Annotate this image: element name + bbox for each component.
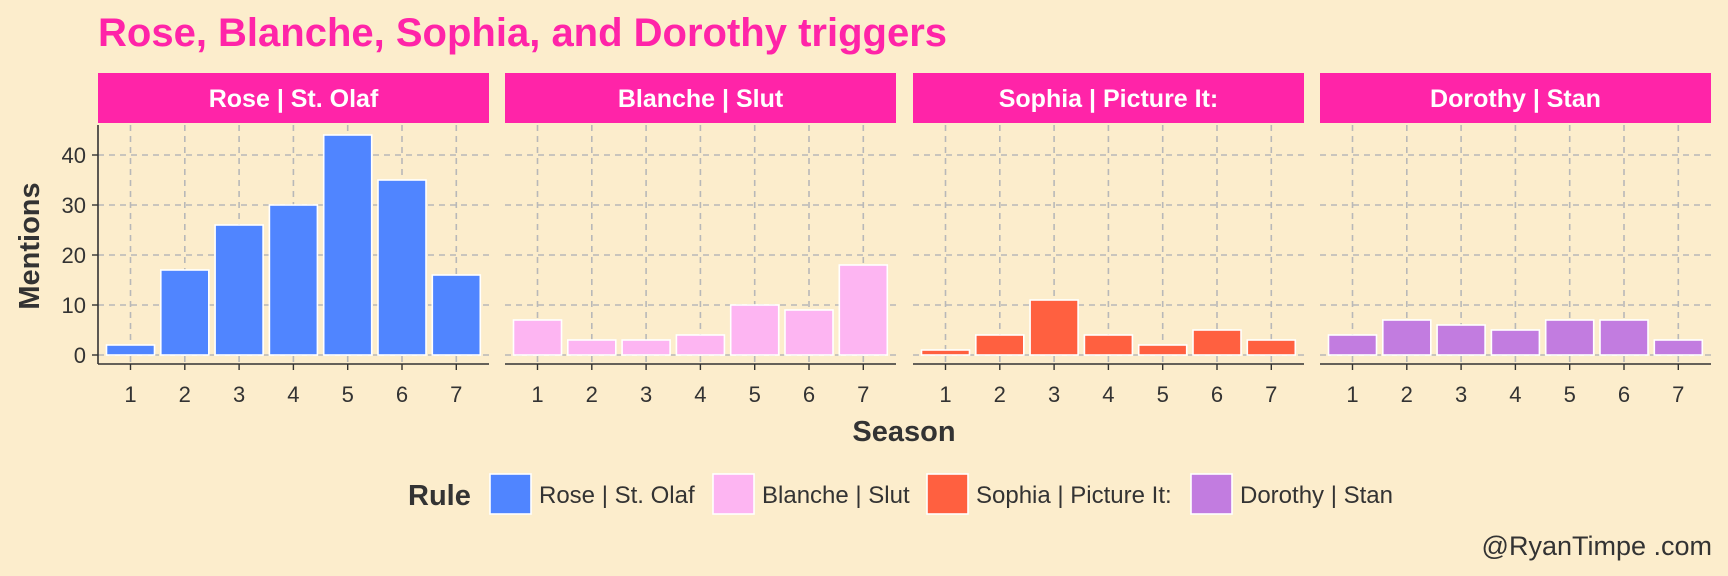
bar: [729, 304, 780, 356]
x-axis-title: Season: [852, 416, 955, 448]
x-tick-label: 5: [342, 382, 354, 407]
facet-panel: Sophia | Picture It: 1 2 3 4 5 6 7: [913, 73, 1304, 407]
bar: [377, 179, 427, 356]
legend-key: [1190, 473, 1233, 515]
x-tick-label: 2: [179, 382, 191, 407]
bar: [105, 344, 156, 356]
legend-key: [712, 473, 755, 515]
x-tick-label: 1: [1346, 382, 1358, 407]
bar: [1436, 324, 1486, 356]
bar: [1653, 339, 1704, 356]
x-tick-label: 7: [1672, 382, 1684, 407]
legend-key: [489, 473, 532, 515]
legend-title: Rule: [408, 480, 471, 512]
x-tick-label: 5: [749, 382, 761, 407]
bar: [1083, 334, 1134, 356]
x-tick-label: 4: [1509, 382, 1521, 407]
legend-item: Blanche | Slut: [712, 473, 910, 515]
bar: [784, 309, 834, 356]
y-axis: 0 10 20 30 40: [62, 125, 99, 368]
x-tick-label: 3: [640, 382, 652, 407]
x-tick-label: 1: [124, 382, 136, 407]
x-tick-label: 6: [396, 382, 408, 407]
x-tick-label: 7: [450, 382, 462, 407]
legend-label: Rose | St. Olaf: [539, 482, 695, 509]
x-tick-label: 2: [1401, 382, 1413, 407]
facet-panel: Dorothy | Stan 1 2 3 4 5 6 7: [1320, 73, 1711, 407]
y-tick-label: 40: [62, 143, 86, 168]
bar: [1382, 319, 1432, 356]
x-tick-label: 4: [287, 382, 299, 407]
bar: [566, 339, 617, 356]
chart-title: Rose, Blanche, Sophia, and Dorothy trigg…: [98, 11, 947, 55]
facet-strip-label: Dorothy | Stan: [1430, 85, 1601, 113]
y-tick-label: 0: [74, 343, 86, 368]
y-axis-title: Mentions: [14, 182, 46, 309]
legend-label: Sophia | Picture It:: [976, 482, 1172, 509]
facet-strip: [913, 73, 1304, 123]
caption: @RyanTimpe .com: [1482, 531, 1712, 561]
legend-item: Rose | St. Olaf: [489, 473, 695, 515]
legend: Rule Rose | St. Olaf Blanche | Slut Sophia …: [408, 473, 1393, 515]
x-tick-label: 4: [1102, 382, 1114, 407]
bar: [621, 339, 671, 356]
x-tick-label: 6: [1618, 382, 1630, 407]
bar: [675, 334, 726, 356]
bar: [838, 264, 889, 356]
bar: [1029, 299, 1079, 356]
x-tick-label: 2: [994, 382, 1006, 407]
bar: [431, 274, 482, 356]
x-tick-label: 6: [1211, 382, 1223, 407]
bar: [1544, 319, 1595, 356]
bar: [1137, 344, 1188, 356]
bar: [160, 269, 210, 356]
bar: [512, 319, 563, 356]
x-tick-label: 1: [939, 382, 951, 407]
facet-strip: [98, 73, 489, 123]
facet-strip-label: Sophia | Picture It:: [999, 85, 1219, 113]
y-tick-label: 20: [62, 243, 86, 268]
facet-strip: [505, 73, 896, 123]
bar: [1490, 329, 1541, 356]
y-tick-label: 30: [62, 193, 86, 218]
bar: [974, 334, 1025, 356]
facet-panel: Rose | St. Olaf 1 2 3 4 5 6 7: [98, 73, 489, 407]
legend-item: Sophia | Picture It:: [926, 473, 1172, 515]
facet-strip-label: Rose | St. Olaf: [209, 85, 379, 113]
x-tick-label: 1: [531, 382, 543, 407]
bar: [214, 224, 264, 356]
legend-key: [926, 473, 969, 515]
x-tick-label: 3: [233, 382, 245, 407]
facet-strip-label: Blanche | Slut: [618, 85, 784, 113]
bar: [920, 349, 971, 356]
bar: [1246, 339, 1297, 356]
bar: [1599, 319, 1649, 356]
bar: [1192, 329, 1242, 356]
y-tick-label: 10: [62, 293, 86, 318]
x-tick-label: 3: [1455, 382, 1467, 407]
legend-item: Dorothy | Stan: [1190, 473, 1393, 515]
facet-strip: [1320, 73, 1711, 123]
bar: [1327, 334, 1378, 356]
x-tick-label: 2: [586, 382, 598, 407]
bar: [322, 134, 373, 356]
x-tick-label: 7: [1265, 382, 1277, 407]
x-tick-label: 5: [1564, 382, 1576, 407]
facet-panels: Rose | St. Olaf 1 2 3 4 5 6 7 Blanche | Slut 1 2 3 4…: [98, 73, 1711, 407]
x-tick-label: 3: [1048, 382, 1060, 407]
x-tick-label: 6: [803, 382, 815, 407]
legend-label: Blanche | Slut: [762, 482, 910, 509]
x-tick-label: 7: [857, 382, 869, 407]
bar: [268, 204, 319, 356]
facet-panel: Blanche | Slut 1 2 3 4 5 6 7: [505, 73, 896, 407]
legend-label: Dorothy | Stan: [1240, 482, 1393, 509]
x-tick-label: 4: [694, 382, 706, 407]
x-tick-label: 5: [1157, 382, 1169, 407]
